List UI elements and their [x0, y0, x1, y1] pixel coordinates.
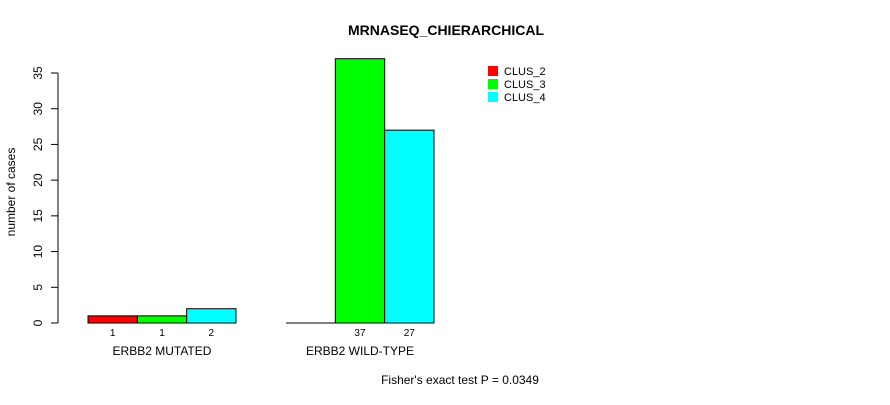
bars: 1 1 2 37 27: [87, 58, 435, 339]
bar-clus_2: [87, 315, 138, 324]
y-tick-label: 0: [31, 319, 45, 326]
data-label: 1: [159, 328, 165, 339]
data-label: 2: [209, 328, 215, 339]
y-tick-label: 35: [31, 66, 45, 80]
category-label: ERBB2 MUTATED: [113, 344, 212, 358]
legend-swatch: [488, 92, 498, 102]
y-tick-label: 20: [31, 173, 45, 187]
chart-title: MRNASEQ_CHIERARCHICAL: [348, 22, 544, 38]
data-label: 1: [110, 328, 116, 339]
category-labels: ERBB2 MUTATED ERBB2 WILD-TYPE: [113, 344, 414, 358]
legend-swatch: [488, 66, 498, 76]
bar-clus_3: [334, 58, 386, 324]
legend-swatch: [488, 79, 498, 89]
data-label: 37: [354, 328, 366, 339]
legend-label: CLUS_3: [504, 79, 546, 91]
y-axis-label: number of cases: [4, 148, 18, 237]
y-tick-label: 25: [31, 137, 45, 151]
bar-clus_4: [384, 129, 435, 324]
category-label: ERBB2 WILD-TYPE: [306, 344, 414, 358]
legend-label: CLUS_4: [504, 92, 546, 104]
bar-clus_3: [136, 315, 188, 324]
fisher-test-annotation: Fisher's exact test P = 0.0349: [381, 373, 539, 387]
y-tick-label: 30: [31, 102, 45, 116]
y-tick-label: 10: [31, 245, 45, 259]
legend-label: CLUS_2: [504, 66, 546, 78]
y-axis: 0 5 10 15 20 25 30 35: [31, 66, 59, 326]
y-tick-label: 5: [31, 284, 45, 291]
data-label: 27: [404, 328, 416, 339]
y-tick-label: 15: [31, 209, 45, 223]
bar-clus_4: [186, 308, 237, 324]
